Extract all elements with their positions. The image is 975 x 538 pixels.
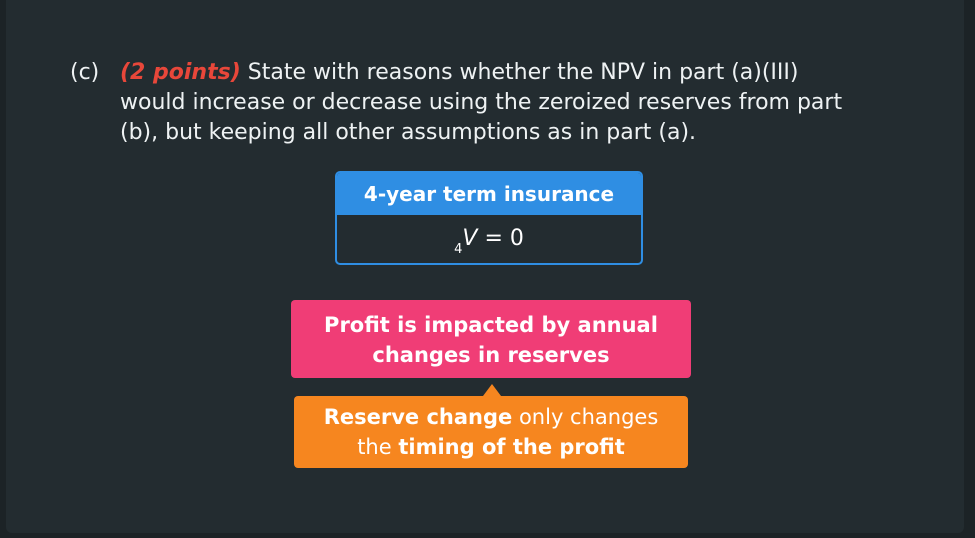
slide: (c) (2 points) State with reasons whether… <box>6 0 964 533</box>
profit-line-2: changes in reserves <box>372 343 610 367</box>
reserve-normal-2: the <box>357 435 399 459</box>
formula-equals: = 0 <box>477 226 524 251</box>
question-text: (c) (2 points) State with reasons whether… <box>70 58 950 148</box>
question-line-3: (b), but keeping all other assumptions a… <box>120 120 697 145</box>
reserve-callout: Reserve change only changes the timing o… <box>294 396 688 468</box>
question-line-1: (c) (2 points) State with reasons whether… <box>70 58 950 88</box>
reserve-bold-1: Reserve change <box>323 405 513 429</box>
formula-variable: V <box>462 226 478 251</box>
insurance-box: 4-year term insurance 4V = 0 <box>335 171 643 265</box>
profit-line-1: Profit is impacted by annual <box>324 313 658 337</box>
reserve-line-2: the timing of the profit <box>294 432 688 462</box>
reserve-line-1: Reserve change only changes <box>294 402 688 432</box>
points-label: (2 points) <box>120 60 241 85</box>
question-label: (c) <box>70 60 100 85</box>
reserve-normal-1: only changes <box>512 405 659 429</box>
insurance-header: 4-year term insurance <box>337 173 641 215</box>
reserve-formula: 4V = 0 <box>337 215 641 263</box>
callout-pointer <box>483 384 501 396</box>
formula-subscript: 4 <box>454 242 463 257</box>
question-line-2: would increase or decrease using the zer… <box>120 90 843 115</box>
reserve-bold-2: timing of the profit <box>398 435 625 459</box>
profit-callout: Profit is impacted by annual changes in … <box>291 300 691 378</box>
question-line-1-text: State with reasons whether the NPV in pa… <box>240 60 799 85</box>
